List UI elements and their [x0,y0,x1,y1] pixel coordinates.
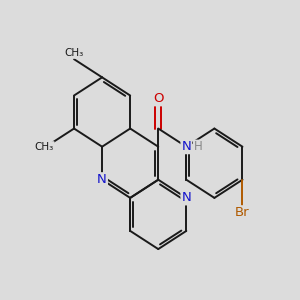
Text: CH₃: CH₃ [35,142,54,152]
Text: N: N [182,140,191,153]
Text: N: N [182,191,191,204]
Text: Br: Br [235,206,250,219]
Text: CH₃: CH₃ [64,48,84,58]
Text: H: H [194,140,202,153]
Text: O: O [153,92,164,105]
Text: N: N [97,173,107,186]
